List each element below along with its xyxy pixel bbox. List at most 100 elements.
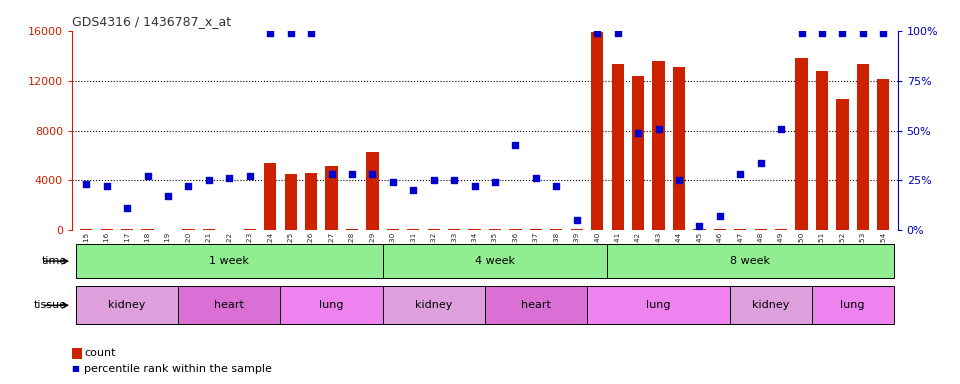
Point [160, 194, 176, 200]
Point [119, 205, 134, 212]
Bar [608, 244, 894, 278]
Point [835, 30, 851, 36]
Bar [121, 229, 133, 230]
Bar [427, 229, 440, 230]
Text: 8 week: 8 week [731, 256, 771, 266]
Bar [612, 65, 624, 230]
Point [222, 175, 237, 182]
Point [79, 181, 94, 187]
Bar [76, 286, 179, 324]
Text: percentile rank within the sample: percentile rank within the sample [84, 364, 273, 374]
Bar [346, 229, 358, 230]
Point [528, 175, 543, 182]
Text: lung: lung [320, 300, 344, 310]
Bar [284, 174, 297, 230]
Point [569, 217, 585, 223]
Point [140, 174, 156, 180]
Point [467, 184, 482, 190]
Text: lung: lung [646, 300, 671, 310]
Bar [775, 229, 787, 230]
Point [345, 171, 360, 177]
Text: tissue: tissue [35, 300, 67, 310]
Text: time: time [42, 256, 67, 266]
Point [814, 30, 829, 36]
Bar [591, 32, 603, 230]
Bar [280, 286, 383, 324]
Bar [510, 229, 521, 230]
Point [508, 141, 523, 147]
Text: lung: lung [840, 300, 865, 310]
Point [426, 177, 442, 184]
Bar [264, 163, 276, 230]
Bar [141, 229, 154, 230]
Bar [367, 152, 378, 230]
Bar [570, 229, 583, 230]
Bar [383, 286, 485, 324]
Point [610, 30, 625, 36]
Point [753, 159, 768, 166]
Bar [407, 229, 420, 230]
Point [385, 179, 400, 185]
Text: count: count [84, 348, 116, 358]
Bar [550, 229, 563, 230]
Point [446, 177, 462, 184]
Point [365, 171, 380, 177]
Point [202, 177, 217, 184]
Point [651, 126, 666, 132]
Bar [387, 229, 399, 230]
Text: heart: heart [521, 300, 551, 310]
Point [855, 30, 871, 36]
Bar [76, 244, 383, 278]
Bar [325, 166, 338, 230]
Bar [653, 61, 664, 230]
Text: 4 week: 4 week [475, 256, 515, 266]
Point [242, 174, 257, 180]
Point [262, 30, 277, 36]
Text: kidney: kidney [415, 300, 452, 310]
Bar [489, 229, 501, 230]
Text: kidney: kidney [753, 300, 789, 310]
Point [180, 184, 196, 190]
Text: GDS4316 / 1436787_x_at: GDS4316 / 1436787_x_at [72, 15, 231, 28]
Point [794, 30, 809, 36]
Bar [836, 99, 849, 230]
Bar [812, 286, 894, 324]
Point [712, 214, 728, 220]
Point [876, 30, 891, 36]
Bar [755, 229, 767, 230]
Bar [730, 286, 812, 324]
Point [692, 223, 708, 230]
Bar [203, 229, 215, 230]
Text: 1 week: 1 week [209, 256, 250, 266]
Point [671, 177, 686, 184]
Text: kidney: kidney [108, 300, 146, 310]
Point [99, 184, 114, 190]
Bar [244, 229, 256, 230]
Point [488, 179, 503, 185]
Text: ■: ■ [71, 364, 79, 373]
Point [283, 30, 299, 36]
Bar [485, 286, 587, 324]
Bar [182, 229, 195, 230]
Point [405, 187, 420, 194]
Bar [305, 173, 317, 230]
Bar [856, 65, 869, 230]
Bar [587, 286, 730, 324]
Bar [81, 228, 92, 230]
Point [303, 30, 319, 36]
Bar [713, 229, 726, 230]
Bar [673, 67, 685, 230]
Bar [734, 229, 746, 230]
Point [589, 30, 605, 36]
Bar [179, 286, 280, 324]
Bar [448, 229, 460, 230]
Point [631, 129, 646, 136]
Bar [877, 79, 889, 230]
Point [774, 126, 789, 132]
Bar [693, 229, 706, 230]
Point [732, 171, 748, 177]
Bar [816, 71, 828, 230]
Bar [468, 229, 481, 230]
Text: heart: heart [214, 300, 244, 310]
Bar [632, 76, 644, 230]
